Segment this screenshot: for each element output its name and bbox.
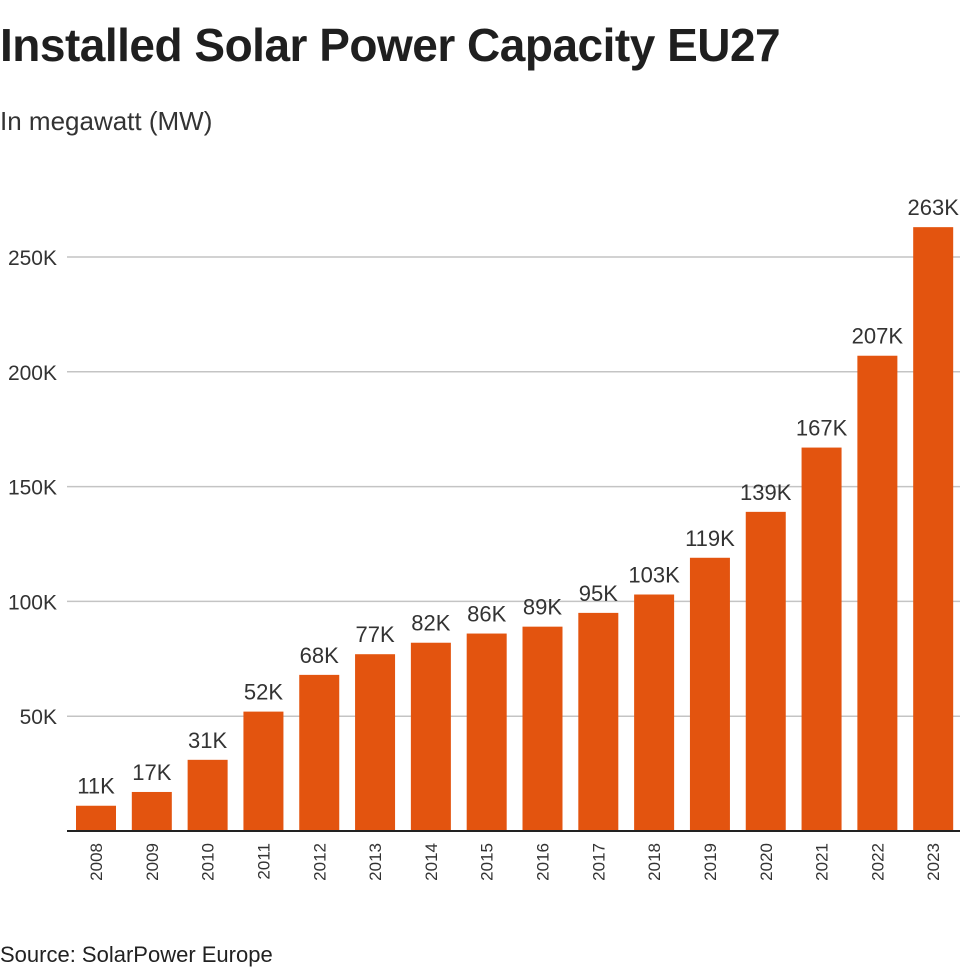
data-label: 31K — [188, 728, 227, 753]
bar — [801, 447, 842, 831]
data-label: 86K — [467, 602, 506, 627]
y-tick-label: 150K — [8, 477, 57, 500]
chart-subtitle: In megawatt (MW) — [0, 106, 213, 136]
x-tick-label: 2018 — [645, 843, 664, 881]
x-tick-label: 2012 — [310, 843, 329, 881]
x-tick-label: 2009 — [143, 843, 162, 881]
data-label: 207K — [852, 324, 904, 349]
x-tick-label: 2020 — [757, 843, 776, 881]
data-label: 119K — [685, 526, 735, 551]
bar — [745, 511, 786, 831]
x-tick-label: 2015 — [478, 843, 497, 881]
x-tick-label: 2023 — [924, 843, 943, 881]
bar — [913, 227, 954, 832]
bar — [299, 674, 340, 831]
bar — [522, 626, 563, 831]
data-label: 82K — [411, 611, 450, 636]
bar — [857, 355, 898, 831]
bar — [410, 642, 451, 831]
y-tick-label: 50K — [20, 706, 57, 729]
x-tick-label: 2016 — [534, 843, 553, 881]
bar — [243, 711, 284, 831]
x-tick-label: 2013 — [366, 843, 385, 881]
source-note: Source: SolarPower Europe — [0, 942, 273, 967]
data-label: 68K — [300, 643, 339, 668]
x-tick-label: 2011 — [254, 843, 273, 880]
data-label: 139K — [740, 480, 792, 505]
bar — [131, 791, 172, 831]
data-label: 103K — [628, 563, 680, 588]
x-tick-label: 2021 — [813, 843, 832, 881]
data-label: 52K — [244, 680, 283, 705]
bar — [355, 654, 396, 831]
data-label: 11K — [77, 774, 115, 799]
data-label: 95K — [579, 581, 618, 606]
data-label: 77K — [355, 622, 394, 647]
data-label: 167K — [796, 416, 848, 441]
x-tick-label: 2008 — [87, 843, 106, 881]
bar — [76, 805, 116, 831]
x-tick-label: 2022 — [868, 843, 887, 881]
chart-title: Installed Solar Power Capacity EU27 — [0, 19, 781, 71]
x-tick-label: 2017 — [589, 843, 608, 881]
y-tick-label: 250K — [8, 247, 57, 270]
bar — [466, 633, 507, 831]
data-label: 17K — [132, 760, 171, 785]
y-tick-label: 100K — [8, 591, 57, 614]
bar — [578, 612, 619, 831]
bar — [634, 594, 675, 831]
data-label: 263K — [907, 195, 959, 220]
x-tick-label: 2010 — [199, 843, 218, 881]
x-tick-label: 2019 — [701, 843, 720, 881]
y-tick-label: 200K — [8, 362, 57, 385]
bar — [187, 759, 228, 831]
bar — [689, 557, 730, 831]
x-tick-label: 2014 — [422, 843, 441, 881]
data-label: 89K — [523, 595, 562, 620]
